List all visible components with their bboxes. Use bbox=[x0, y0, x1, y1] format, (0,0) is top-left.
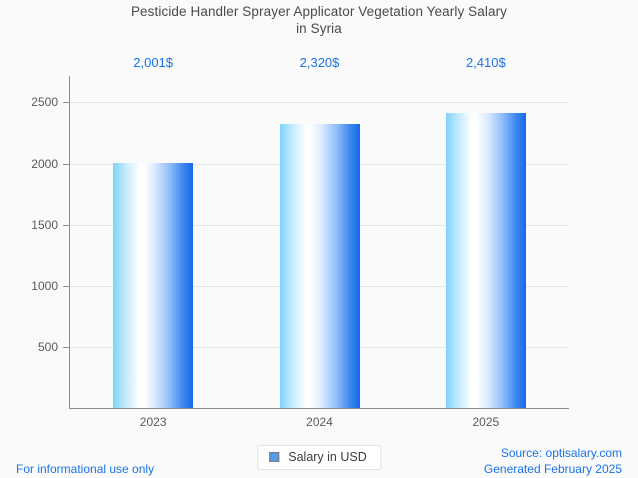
bar-value-label-2023: 2,001$ bbox=[133, 55, 174, 70]
footer-generated-date: Generated February 2025 bbox=[483, 461, 622, 476]
y-axis-tick-mark bbox=[63, 224, 69, 226]
x-axis-tick-label-2023: 2023 bbox=[139, 415, 167, 429]
y-axis-tick-label: 500 bbox=[37, 339, 58, 354]
x-axis-tick-label-2025: 2025 bbox=[472, 415, 500, 429]
bar-value-label-2024: 2,320$ bbox=[299, 55, 340, 70]
bar-2025[interactable] bbox=[445, 113, 526, 408]
x-axis-line bbox=[69, 408, 569, 409]
legend-swatch-icon bbox=[269, 452, 280, 462]
bar-value-label-2025: 2,410$ bbox=[465, 55, 506, 70]
bar-2023[interactable] bbox=[113, 163, 194, 408]
y-axis-tick-label: 2500 bbox=[31, 95, 58, 110]
y-axis-tick-mark bbox=[63, 102, 69, 104]
footer-source: Source: optisalary.com bbox=[500, 446, 622, 460]
y-axis-tick-mark bbox=[63, 285, 69, 287]
footer-source-block: Source: optisalary.com Generated Februar… bbox=[484, 446, 622, 477]
gridline bbox=[70, 102, 569, 104]
bar-2024[interactable] bbox=[279, 124, 360, 408]
chart-legend[interactable]: Salary in USD bbox=[257, 445, 381, 470]
y-axis-tick-label: 1500 bbox=[31, 217, 58, 232]
chart-title: Pesticide Handler Sprayer Applicator Veg… bbox=[130, 4, 508, 36]
plot-area bbox=[70, 78, 569, 408]
y-axis-line bbox=[69, 76, 70, 409]
y-axis-tick-mark bbox=[63, 163, 69, 165]
y-axis-tick-mark bbox=[63, 346, 69, 348]
y-axis-tick-label: 2000 bbox=[31, 156, 58, 171]
legend-item-label: Salary in USD bbox=[288, 450, 367, 464]
footer-disclaimer: For informational use only bbox=[16, 462, 155, 476]
y-axis-tick-label: 1000 bbox=[31, 278, 58, 293]
x-axis-tick-label-2024: 2024 bbox=[306, 415, 333, 429]
